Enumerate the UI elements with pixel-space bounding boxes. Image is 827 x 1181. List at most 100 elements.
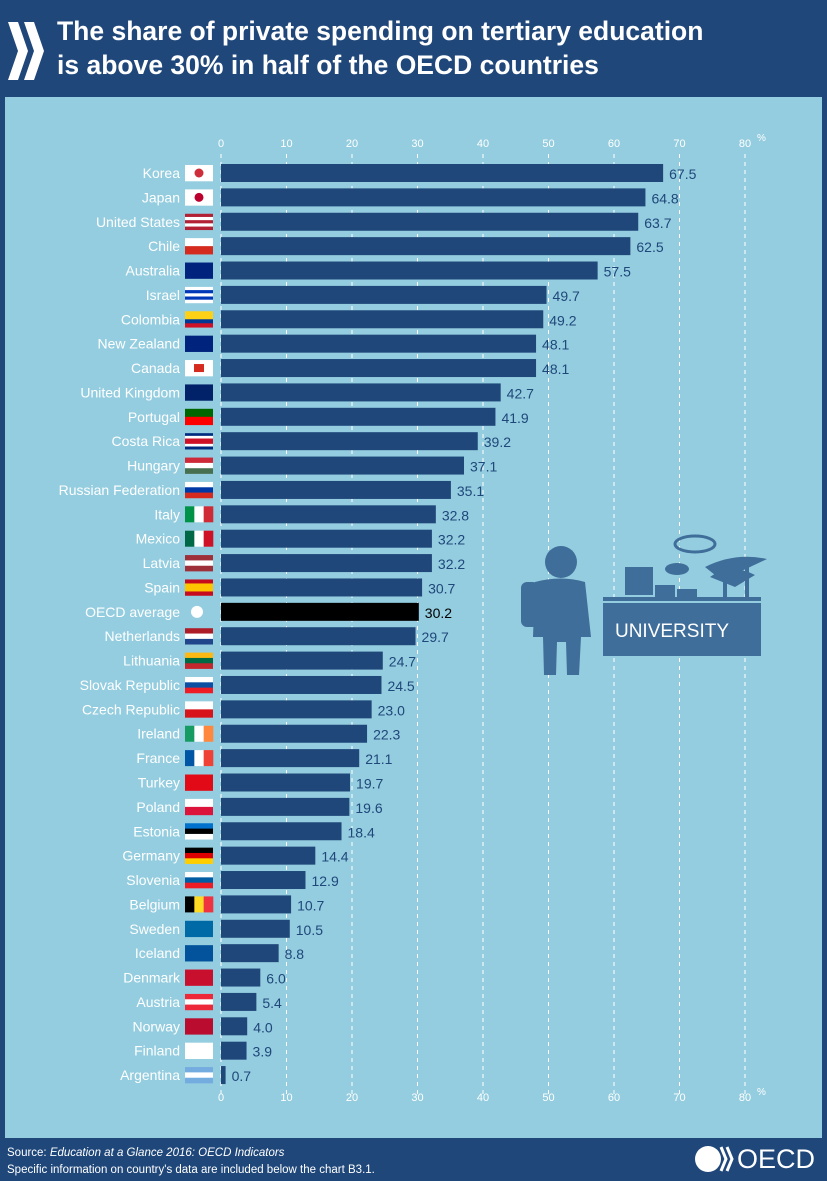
bar-row: Denmark 6.0 bbox=[123, 968, 286, 987]
value-label: 21.1 bbox=[365, 751, 392, 767]
flag-icon bbox=[185, 335, 213, 352]
category-label: Colombia bbox=[121, 311, 180, 327]
flag-icon bbox=[185, 993, 213, 1011]
oecd-logo: OECD bbox=[694, 1143, 815, 1175]
flag-icon bbox=[185, 506, 214, 523]
flag-icon bbox=[185, 1042, 213, 1059]
bar-row: Germany 14.4 bbox=[122, 846, 349, 865]
flag-icon bbox=[185, 262, 213, 279]
flag-icon bbox=[185, 896, 214, 913]
value-label: 4.0 bbox=[253, 1019, 273, 1035]
category-label: Chile bbox=[148, 238, 180, 254]
bar bbox=[221, 627, 416, 646]
x-tick-label: 80 bbox=[739, 138, 751, 150]
category-label: United States bbox=[96, 214, 180, 230]
flag-icon bbox=[185, 798, 213, 816]
bar bbox=[221, 797, 350, 816]
flag-icon bbox=[185, 286, 213, 304]
flag-icon bbox=[185, 530, 214, 547]
category-label: Italy bbox=[154, 506, 180, 522]
bar bbox=[221, 188, 646, 207]
bar bbox=[221, 846, 316, 865]
value-label: 8.8 bbox=[285, 946, 305, 962]
bar bbox=[221, 334, 537, 353]
value-label: 18.4 bbox=[348, 824, 375, 840]
value-label: 19.7 bbox=[356, 776, 383, 792]
value-label: 12.9 bbox=[311, 873, 338, 889]
value-label: 30.2 bbox=[425, 605, 452, 621]
x-tick-label: 20 bbox=[346, 1092, 358, 1104]
x-tick-label: 20 bbox=[346, 138, 358, 150]
flag-icon bbox=[185, 555, 213, 572]
category-label: Israel bbox=[146, 287, 180, 303]
flag-icon bbox=[185, 579, 213, 596]
category-label: Argentina bbox=[120, 1067, 180, 1083]
bar-row: Sweden 10.5 bbox=[129, 919, 323, 938]
category-label: Austria bbox=[136, 994, 180, 1010]
university-building bbox=[603, 597, 761, 657]
value-label: 41.9 bbox=[501, 410, 528, 426]
category-label: Ireland bbox=[137, 726, 180, 742]
flag-icon bbox=[185, 652, 213, 669]
value-label: 64.8 bbox=[651, 190, 678, 206]
bar bbox=[221, 822, 342, 841]
x-tick-label: 0 bbox=[218, 138, 224, 150]
bar bbox=[221, 237, 631, 256]
flag-icon bbox=[185, 750, 214, 767]
x-tick-label: 30 bbox=[411, 138, 423, 150]
bar-row: Canada 48.1 bbox=[131, 359, 570, 378]
bar bbox=[221, 456, 465, 475]
bar-row: France 21.1 bbox=[136, 749, 393, 768]
flag-icon bbox=[185, 628, 213, 645]
category-label: Netherlands bbox=[105, 628, 181, 644]
oecd-chevrons-icon bbox=[8, 22, 44, 80]
x-tick-label: 80 bbox=[739, 1092, 751, 1104]
bar-row: Czech Republic 23.0 bbox=[82, 700, 405, 719]
flag-icon bbox=[185, 725, 214, 742]
student-head-icon bbox=[545, 546, 577, 578]
source-label: Source: bbox=[7, 1147, 50, 1159]
x-tick-label: 30 bbox=[411, 1092, 423, 1104]
bar-row: Poland 19.6 bbox=[136, 797, 383, 816]
value-label: 67.5 bbox=[669, 166, 696, 182]
category-label: Czech Republic bbox=[82, 701, 180, 717]
value-label: 10.7 bbox=[297, 897, 324, 913]
category-label: Slovenia bbox=[126, 872, 180, 888]
source-title: Education at a Glance 2016: OECD Indicat… bbox=[49, 1147, 285, 1159]
bar-row: United Kingdom 42.7 bbox=[80, 383, 534, 402]
category-label: France bbox=[136, 750, 180, 766]
bar-row: Chile 62.5 bbox=[148, 237, 664, 256]
x-tick-label: 60 bbox=[608, 1092, 620, 1104]
x-tick-label: 10 bbox=[280, 1092, 292, 1104]
value-label: 6.0 bbox=[266, 971, 286, 987]
bar bbox=[221, 212, 639, 231]
value-label: 39.2 bbox=[484, 434, 511, 450]
category-label: Russian Federation bbox=[59, 482, 180, 498]
bar bbox=[221, 383, 501, 402]
category-label: Australia bbox=[126, 263, 181, 279]
header: The share of private spending on tertiar… bbox=[0, 0, 827, 96]
category-label: Belgium bbox=[129, 896, 180, 912]
x-tick-label: 50 bbox=[542, 138, 554, 150]
bar-row: Belgium 10.7 bbox=[129, 895, 325, 914]
footer: Source: Education at a Glance 2016: OECD… bbox=[7, 1145, 375, 1179]
bar-row: Austria 5.4 bbox=[136, 992, 282, 1011]
bar-row: United States 63.7 bbox=[96, 212, 672, 231]
value-label: 19.6 bbox=[355, 800, 382, 816]
bar-oecd-average bbox=[221, 602, 419, 621]
value-label: 62.5 bbox=[636, 239, 663, 255]
bar-row: Norway 4.0 bbox=[133, 1017, 273, 1036]
value-label: 63.7 bbox=[644, 215, 671, 231]
bar bbox=[221, 700, 372, 719]
bar bbox=[221, 164, 664, 182]
value-label: 57.5 bbox=[604, 264, 631, 280]
bar-row: Russian Federation 35.1 bbox=[59, 480, 484, 499]
value-label: 32.2 bbox=[438, 532, 465, 548]
bar-row: Estonia 18.4 bbox=[133, 822, 375, 841]
backpack-icon bbox=[521, 582, 539, 627]
flag-icon bbox=[185, 457, 213, 474]
oecd-globe-icon bbox=[695, 1146, 734, 1172]
bar bbox=[221, 992, 257, 1011]
value-label: 37.1 bbox=[470, 459, 497, 475]
footer-note: Specific information on country's data a… bbox=[7, 1164, 375, 1176]
